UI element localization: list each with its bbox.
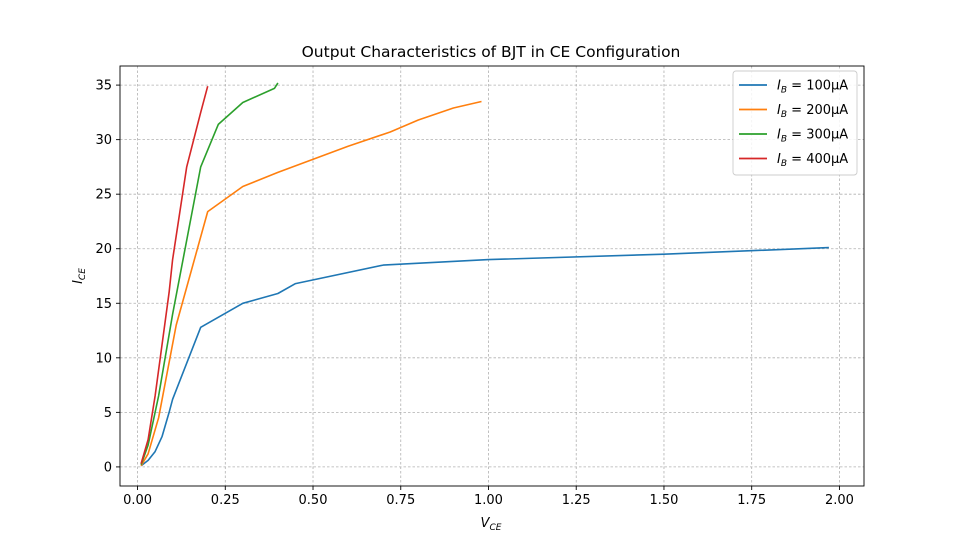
legend-symbol: I [777, 152, 781, 167]
x-tick-label: 1.50 [649, 493, 678, 508]
y-tick-label: 30 [95, 133, 112, 148]
legend-subscript: B [781, 159, 787, 169]
legend-label-1: IB = 100μA [777, 79, 848, 96]
series-line-2 [140, 100, 482, 467]
legend-symbol: I [777, 79, 781, 94]
x-tick-label: 1.00 [474, 493, 503, 508]
y-tick-label: 10 [95, 351, 112, 366]
series-group [140, 82, 829, 467]
legend-value: = 300μA [787, 128, 848, 143]
legend-label-4: IB = 400μA [777, 152, 848, 169]
x-axis: 0.00 0.25 0.50 0.75 1.00 1.25 1.50 1.75 2.00 [123, 486, 854, 508]
y-tick-label: 20 [95, 242, 112, 257]
y-axis: 0 5 10 15 20 25 30 35 [95, 79, 120, 475]
series-line-1 [140, 246, 829, 467]
x-tick-label: 0.25 [211, 493, 240, 508]
x-tick-label: 0.75 [386, 493, 415, 508]
legend-value: = 400μA [787, 152, 848, 167]
y-axis-label: ICE [71, 268, 88, 284]
x-tick-label: 2.00 [825, 493, 854, 508]
legend-value: = 100μA [787, 79, 848, 94]
x-tick-label: 1.75 [737, 493, 766, 508]
chart-title: Output Characteristics of BJT in CE Conf… [302, 43, 681, 61]
x-tick-label: 1.25 [562, 493, 591, 508]
legend-symbol: I [777, 128, 781, 143]
legend-subscript: B [781, 110, 787, 120]
legend-label-3: IB = 300μA [777, 128, 848, 145]
y-tick-label: 15 [95, 297, 112, 312]
legend-value: = 200μA [787, 103, 848, 118]
series-line-3 [140, 82, 279, 465]
legend-subscript: B [781, 86, 787, 96]
legend-symbol: I [777, 103, 781, 118]
y-tick-label: 35 [95, 79, 112, 94]
y-axis-label-main: I [71, 280, 86, 284]
x-tick-label: 0.00 [123, 493, 152, 508]
y-tick-label: 5 [104, 406, 112, 421]
x-axis-label: VCE [481, 516, 502, 533]
series-line-4 [140, 85, 209, 464]
legend-subscript: B [781, 135, 787, 145]
legend-box [732, 70, 858, 176]
x-axis-label-main: V [481, 516, 491, 531]
y-tick-label: 0 [104, 460, 112, 475]
axes-frame [119, 65, 865, 487]
x-axis-label-sub: CE [489, 523, 501, 533]
x-tick-label: 0.50 [299, 493, 328, 508]
y-tick-label: 25 [95, 188, 112, 203]
y-axis-label-sub: CE [78, 268, 88, 280]
plot-border [119, 65, 865, 487]
legend-label-2: IB = 200μA [777, 103, 848, 120]
